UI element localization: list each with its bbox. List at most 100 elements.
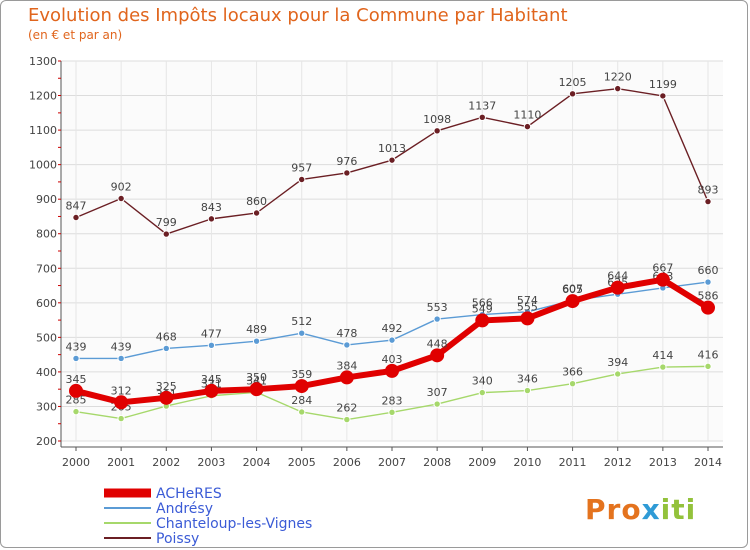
x-tick-label: 2005 <box>288 456 316 469</box>
data-point-poissy <box>523 122 532 131</box>
data-label-acheres: 586 <box>698 290 719 303</box>
data-point-chanteloup-les-vignes <box>659 363 667 371</box>
data-label-chanteloup-les-vignes: 341 <box>246 374 267 387</box>
data-point-andr-sy <box>298 329 306 337</box>
data-point-poissy <box>433 127 441 135</box>
data-point-acheres <box>565 294 580 309</box>
logo-part-2: x <box>641 493 661 526</box>
data-label-acheres: 448 <box>427 337 448 350</box>
data-label-acheres: 549 <box>472 302 493 315</box>
data-label-poissy: 893 <box>698 184 719 197</box>
data-point-andr-sy <box>72 354 80 363</box>
data-point-chanteloup-les-vignes <box>523 386 532 395</box>
data-label-acheres: 644 <box>607 270 628 283</box>
legend-label-chanteloup-les-vignes: Chanteloup-les-Vignes <box>156 516 312 532</box>
legend-label-andr-sy: Andrésy <box>156 501 213 517</box>
data-label-chanteloup-les-vignes: 366 <box>562 366 583 379</box>
y-tick-label: 200 <box>36 435 57 448</box>
data-label-acheres: 555 <box>517 300 538 313</box>
data-label-acheres: 384 <box>336 359 357 372</box>
data-point-acheres <box>114 395 129 410</box>
data-label-poissy: 1098 <box>423 113 451 126</box>
data-point-chanteloup-les-vignes <box>72 407 80 416</box>
data-point-andr-sy <box>343 341 351 349</box>
data-label-poissy: 1205 <box>559 76 587 89</box>
logo-part-3: iti <box>660 493 697 526</box>
data-point-acheres <box>159 390 174 405</box>
y-tick-label: 1200 <box>29 90 57 103</box>
data-label-poissy: 843 <box>201 201 222 214</box>
data-label-poissy: 1013 <box>378 142 406 155</box>
data-point-acheres <box>294 379 309 394</box>
data-point-poissy <box>252 209 261 217</box>
data-label-acheres: 312 <box>111 384 132 397</box>
data-label-acheres: 667 <box>652 262 673 275</box>
y-tick-label: 1100 <box>29 124 57 137</box>
data-point-andr-sy <box>252 337 261 345</box>
data-point-poissy <box>207 215 216 223</box>
x-tick-label: 2011 <box>559 456 587 469</box>
data-point-poissy <box>568 90 577 98</box>
x-tick-label: 2008 <box>423 456 451 469</box>
data-point-poissy <box>614 84 622 93</box>
data-point-chanteloup-les-vignes <box>478 388 486 397</box>
proxiti-logo: Proxiti <box>585 493 696 526</box>
x-tick-label: 2009 <box>468 456 496 469</box>
data-label-acheres: 605 <box>562 283 583 296</box>
data-label-chanteloup-les-vignes: 346 <box>517 373 538 386</box>
data-label-chanteloup-les-vignes: 285 <box>66 394 87 407</box>
data-point-chanteloup-les-vignes <box>433 400 441 408</box>
data-label-andr-sy: 553 <box>427 301 448 314</box>
data-label-andr-sy: 489 <box>246 323 267 336</box>
y-tick-label: 800 <box>36 228 57 241</box>
data-label-chanteloup-les-vignes: 307 <box>427 386 448 399</box>
data-label-andr-sy: 607 <box>562 282 583 295</box>
data-point-andr-sy <box>207 341 216 350</box>
y-tick-label: 900 <box>36 193 57 206</box>
data-label-acheres: 359 <box>291 368 312 381</box>
data-label-andr-sy: 478 <box>336 327 357 340</box>
data-label-poissy: 957 <box>291 161 312 174</box>
data-label-poissy: 976 <box>336 155 357 168</box>
data-label-poissy: 799 <box>156 216 177 229</box>
data-label-chanteloup-les-vignes: 340 <box>472 375 493 388</box>
data-point-chanteloup-les-vignes <box>117 414 125 423</box>
data-label-poissy: 1220 <box>604 71 632 84</box>
data-point-poissy <box>388 156 396 164</box>
data-label-poissy: 1199 <box>649 78 677 91</box>
y-tick-label: 400 <box>36 366 57 379</box>
y-tick-label: 500 <box>36 331 57 344</box>
data-point-poissy <box>72 213 80 222</box>
legend-label-acheres: ACHeRES <box>156 486 222 502</box>
x-tick-label: 2003 <box>197 456 225 469</box>
data-label-chanteloup-les-vignes: 283 <box>382 394 403 407</box>
y-tick-label: 700 <box>36 262 57 275</box>
legend-label-poissy: Poissy <box>156 531 199 547</box>
data-label-andr-sy: 566 <box>472 297 493 310</box>
x-tick-label: 2013 <box>649 456 677 469</box>
y-tick-label: 600 <box>36 297 57 310</box>
data-label-poissy: 860 <box>246 195 267 208</box>
data-label-poissy: 1110 <box>513 109 541 122</box>
data-point-poissy <box>162 230 170 238</box>
data-label-chanteloup-les-vignes: 414 <box>652 349 673 362</box>
data-point-poissy <box>343 169 351 177</box>
x-tick-label: 2002 <box>152 456 180 469</box>
data-label-andr-sy: 439 <box>66 340 87 353</box>
data-label-acheres: 325 <box>156 380 177 393</box>
data-point-chanteloup-les-vignes <box>343 415 351 424</box>
data-point-acheres <box>249 382 264 397</box>
x-tick-label: 2012 <box>604 456 632 469</box>
data-label-acheres: 403 <box>382 353 403 366</box>
data-label-andr-sy: 660 <box>698 264 719 277</box>
data-point-poissy <box>478 113 486 122</box>
data-label-acheres: 345 <box>201 373 222 386</box>
data-point-chanteloup-les-vignes <box>388 408 396 417</box>
data-label-andr-sy: 574 <box>517 294 538 307</box>
data-point-andr-sy <box>388 336 396 344</box>
data-point-acheres <box>475 313 490 328</box>
data-label-poissy: 847 <box>66 199 87 212</box>
data-point-acheres <box>655 272 670 287</box>
data-point-acheres <box>520 311 535 326</box>
data-label-andr-sy: 477 <box>201 327 222 340</box>
